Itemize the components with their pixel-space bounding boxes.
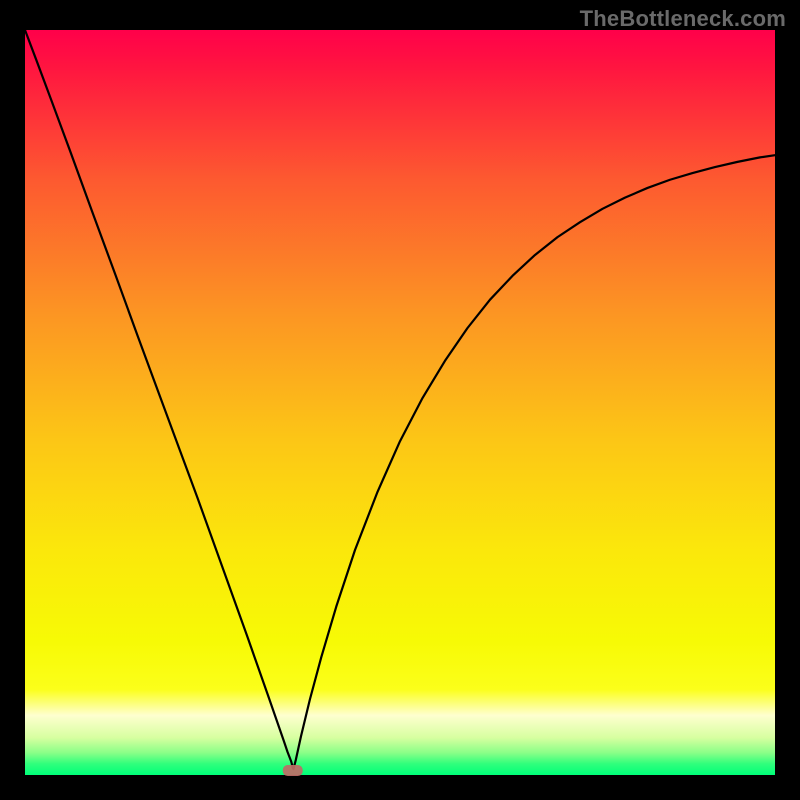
image-root: TheBottleneck.com (0, 0, 800, 800)
watermark-text: TheBottleneck.com (580, 6, 786, 32)
plot-background (25, 30, 775, 775)
optimal-marker (283, 765, 303, 776)
chart-svg (0, 0, 800, 800)
